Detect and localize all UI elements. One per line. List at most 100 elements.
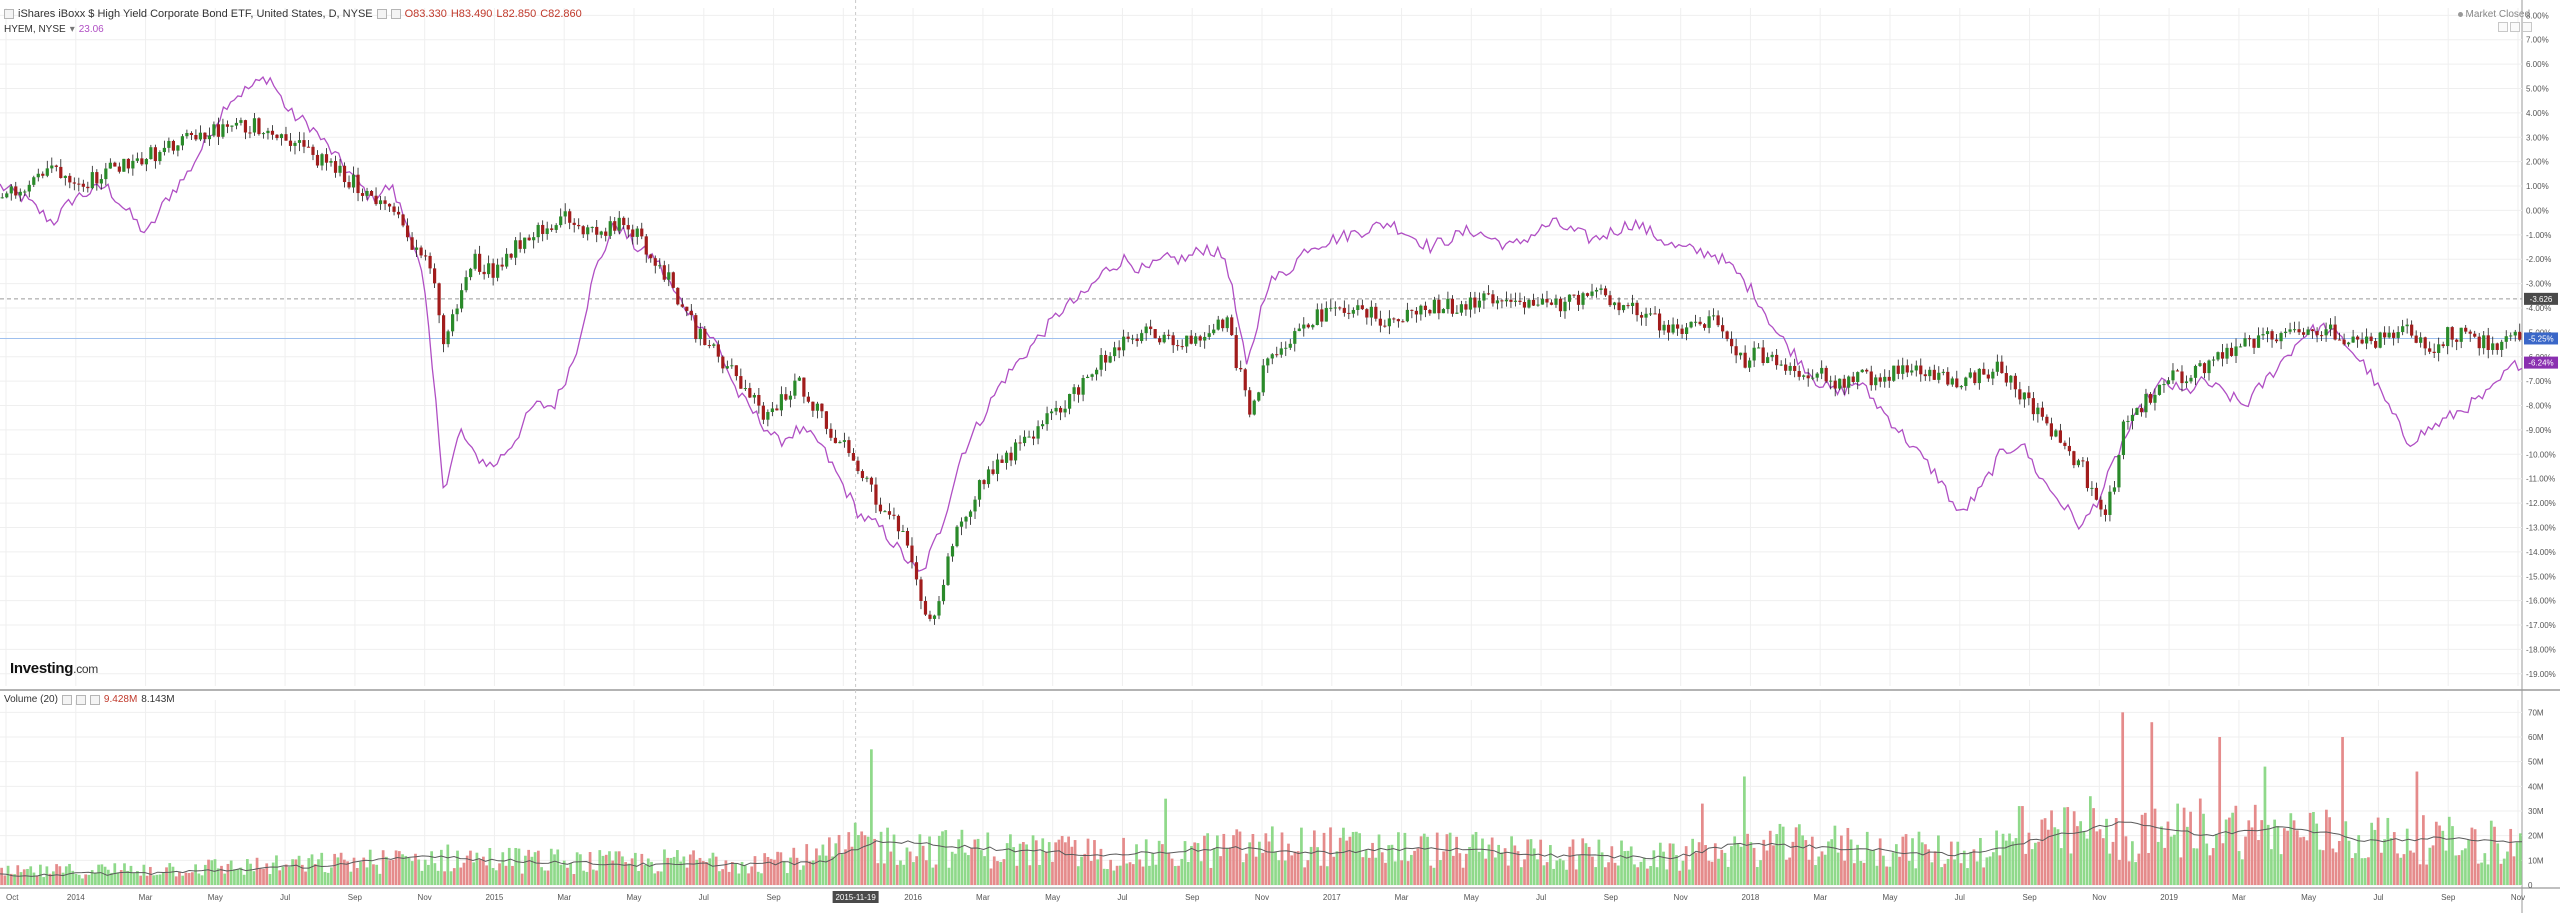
candle-body xyxy=(1725,331,1729,339)
candle xyxy=(176,145,180,157)
candle-body xyxy=(275,134,279,139)
volume-bar xyxy=(1173,866,1177,885)
candle xyxy=(117,162,121,174)
volume-bar xyxy=(2328,817,2331,885)
candle-body xyxy=(856,460,860,472)
candle xyxy=(842,432,847,448)
candle-body xyxy=(1693,321,1698,323)
volume-close-toggle[interactable] xyxy=(89,694,100,705)
volume-bar xyxy=(2114,817,2118,885)
candle-body xyxy=(1419,305,1423,315)
volume-bar xyxy=(1261,852,1264,885)
candle xyxy=(2387,326,2391,339)
y-tick-label: 3.00% xyxy=(2526,133,2549,142)
candle xyxy=(1162,331,1166,344)
candle xyxy=(1955,370,1959,389)
close-toggle[interactable] xyxy=(390,9,401,19)
volume-bar xyxy=(627,863,631,885)
volume-bar xyxy=(650,861,653,885)
volume-bar xyxy=(207,859,210,885)
candle-body xyxy=(829,428,833,438)
candle-body xyxy=(1270,354,1274,359)
volume-bar xyxy=(365,867,369,885)
volume-bar xyxy=(1481,838,1484,885)
candle xyxy=(1234,327,1238,371)
volume-bar xyxy=(2024,853,2028,885)
volume-bar xyxy=(1933,851,1937,885)
volume-bar xyxy=(1002,859,1006,885)
candle-body xyxy=(2513,331,2517,336)
volume-bar xyxy=(1794,827,1798,885)
candle xyxy=(2148,392,2153,405)
volume-bar xyxy=(2085,838,2089,885)
candle xyxy=(2085,457,2090,492)
candle-body xyxy=(964,516,968,522)
volume-bar xyxy=(2396,853,2399,885)
candle xyxy=(505,248,509,269)
candle-body xyxy=(1117,347,1121,351)
volume-bar xyxy=(1513,845,1517,885)
candle-body xyxy=(1360,305,1364,310)
volume-bar xyxy=(905,847,909,885)
volume-bar xyxy=(947,867,951,885)
candle xyxy=(694,313,698,343)
volume-bar xyxy=(2001,833,2005,885)
volume-bar xyxy=(1953,859,1956,885)
volume-bar xyxy=(1943,863,1947,885)
pane-up-icon[interactable] xyxy=(2498,22,2508,32)
candle xyxy=(369,190,374,197)
volume-bar xyxy=(333,853,337,885)
candle-body xyxy=(635,228,639,237)
volume-bar xyxy=(1497,844,1501,885)
candle xyxy=(198,125,203,142)
candle-body xyxy=(2473,333,2477,337)
volume-collapse-toggle[interactable] xyxy=(61,694,72,705)
candle-body xyxy=(2022,392,2026,400)
volume-bar xyxy=(1170,858,1174,885)
volume-bar xyxy=(766,856,770,885)
candle xyxy=(1937,366,1941,384)
candle-body xyxy=(905,531,910,546)
volume-bar xyxy=(1348,836,1352,885)
candle xyxy=(81,179,85,192)
volume-bar xyxy=(1186,861,1190,885)
volume-bar xyxy=(724,860,728,885)
pane-maximize-icon[interactable] xyxy=(2522,22,2532,32)
volume-bar xyxy=(2506,851,2509,885)
candle xyxy=(608,216,612,240)
volume-bar xyxy=(2250,827,2254,885)
volume-bar xyxy=(155,874,159,885)
volume-bar xyxy=(1849,839,1853,885)
candle-body xyxy=(2130,414,2135,421)
volume-bar xyxy=(119,870,123,885)
candle-body xyxy=(2004,373,2008,383)
candle-body xyxy=(2121,421,2126,456)
candle-body xyxy=(392,206,396,212)
volume-bar xyxy=(1080,856,1083,885)
volume-bar xyxy=(268,874,272,885)
collapse-toggle[interactable] xyxy=(4,9,14,19)
candle xyxy=(1266,357,1270,373)
volume-bar xyxy=(1536,859,1539,885)
volume-settings-toggle[interactable] xyxy=(75,694,86,705)
candle xyxy=(1486,285,1491,296)
candle-body xyxy=(2018,389,2022,400)
volume-bar xyxy=(84,874,88,885)
candle xyxy=(1423,301,1427,318)
volume-bar xyxy=(1872,850,1876,885)
candle-body xyxy=(703,328,707,346)
volume-bar xyxy=(705,862,708,885)
candle xyxy=(802,377,806,404)
pane-down-icon[interactable] xyxy=(2510,22,2520,32)
candle xyxy=(1869,365,1873,391)
compare-menu-icon[interactable]: ▾ xyxy=(69,24,75,35)
candle-body xyxy=(496,264,500,278)
candle xyxy=(1946,367,1950,387)
candle xyxy=(964,515,968,529)
candle xyxy=(2419,332,2423,348)
settings-toggle[interactable] xyxy=(376,9,387,19)
candle xyxy=(126,158,130,174)
volume-bar xyxy=(472,862,476,885)
candle xyxy=(1905,359,1909,378)
